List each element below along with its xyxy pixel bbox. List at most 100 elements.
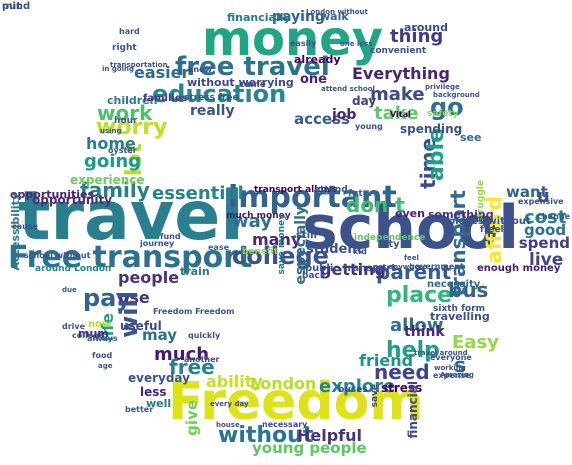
word: worry	[96, 115, 168, 140]
word: much	[154, 344, 210, 365]
word: benefit	[242, 247, 279, 257]
word: thing	[390, 26, 444, 47]
word: student	[306, 242, 363, 257]
word: London without	[306, 8, 368, 16]
word: London	[250, 374, 317, 393]
word: around London	[35, 264, 112, 274]
word: using	[100, 127, 122, 135]
word: give	[183, 400, 201, 436]
word: better	[125, 405, 154, 414]
word: stress	[381, 381, 423, 395]
word: really	[190, 103, 235, 119]
word: sixth form	[433, 304, 486, 314]
word: paying	[272, 9, 325, 25]
word: Helpful	[297, 426, 363, 445]
word: buses	[338, 385, 368, 395]
word: job	[332, 107, 357, 123]
word: kid	[353, 247, 367, 256]
word: Easy	[452, 332, 499, 353]
word: change	[537, 212, 570, 221]
word: spending	[400, 122, 463, 136]
word: way	[232, 211, 272, 232]
word: school without	[24, 251, 91, 260]
word: free	[169, 355, 215, 379]
word: people	[118, 268, 180, 287]
word: enough money	[477, 263, 561, 274]
word: feel	[404, 254, 419, 262]
word: city	[379, 239, 400, 250]
word: something	[428, 208, 494, 221]
word: attend	[314, 185, 348, 195]
word: future	[348, 189, 380, 199]
word: ease	[208, 243, 230, 252]
word: privilege	[425, 83, 460, 91]
word: pay	[83, 284, 132, 312]
word: children	[107, 94, 158, 107]
word: financially	[227, 11, 291, 24]
word: good	[524, 221, 567, 239]
word: fund	[160, 232, 181, 241]
word: journey	[140, 239, 175, 248]
word: background	[433, 91, 480, 99]
word: travelling	[430, 310, 490, 323]
word: school	[302, 193, 520, 263]
word: always	[87, 334, 118, 343]
word: put	[2, 1, 22, 12]
word: one	[300, 72, 328, 87]
word: free travel	[175, 52, 330, 82]
word: going	[84, 151, 142, 172]
word: one less	[340, 40, 373, 48]
word: everyone	[430, 353, 472, 362]
word: cause	[12, 222, 39, 231]
word: oyster	[108, 146, 137, 155]
word: Freedom Freedom	[153, 307, 235, 316]
word: young people	[252, 439, 367, 457]
word: without	[218, 423, 314, 448]
word: opportunity	[32, 193, 113, 207]
word: may	[142, 326, 178, 344]
word: already	[294, 53, 341, 66]
word: cost	[524, 207, 567, 228]
word: expensive	[518, 197, 564, 206]
word: useful	[120, 319, 162, 333]
word: working	[434, 364, 466, 372]
word: travel around	[414, 349, 468, 357]
word: family	[80, 178, 150, 202]
word: home	[86, 134, 136, 153]
word: save money	[277, 214, 287, 275]
word: independence	[354, 233, 426, 243]
word: freely	[480, 225, 510, 235]
word: come	[239, 80, 266, 90]
word: experience	[70, 173, 145, 187]
word: opportunities	[10, 188, 95, 201]
word: young	[355, 122, 383, 131]
word: in going	[102, 65, 135, 73]
word: Vital	[390, 110, 411, 119]
word: necessary	[262, 420, 308, 429]
word: due	[62, 286, 77, 294]
word: friend	[359, 351, 414, 370]
word: Free transport	[8, 240, 253, 275]
word: use	[118, 288, 150, 307]
word: important	[228, 180, 397, 215]
word: well	[146, 397, 172, 410]
word: bus	[448, 278, 489, 302]
word: allow	[390, 315, 444, 336]
word: work	[97, 101, 153, 125]
word: even	[395, 207, 425, 220]
word: make	[370, 84, 425, 105]
word: help	[386, 338, 440, 363]
word: getting	[320, 260, 386, 279]
word: age	[98, 362, 113, 370]
word: everyday	[128, 371, 190, 385]
word: u	[537, 186, 550, 207]
word: save	[370, 384, 380, 408]
word: hour	[114, 116, 138, 126]
word: college	[232, 242, 329, 270]
word: without worrying	[187, 76, 294, 89]
word: another	[184, 355, 220, 364]
word: necessity	[427, 279, 481, 290]
word: financial	[406, 381, 420, 439]
word: still	[296, 230, 318, 241]
